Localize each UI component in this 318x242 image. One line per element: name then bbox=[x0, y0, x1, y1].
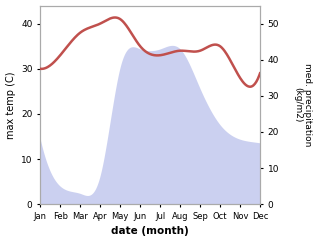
Y-axis label: med. precipitation
(kg/m2): med. precipitation (kg/m2) bbox=[293, 63, 313, 147]
X-axis label: date (month): date (month) bbox=[111, 227, 189, 236]
Y-axis label: max temp (C): max temp (C) bbox=[5, 71, 16, 139]
